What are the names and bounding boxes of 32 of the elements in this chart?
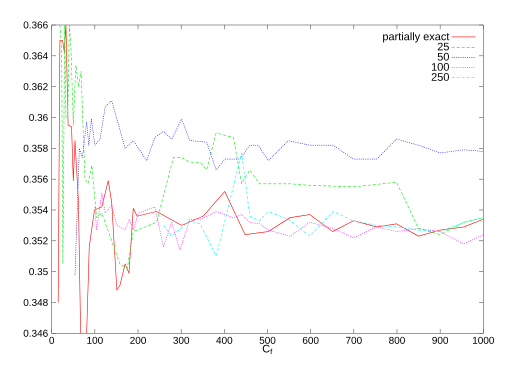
x-tick-label: 100 <box>87 336 103 344</box>
x-tick-label: 700 <box>346 336 362 344</box>
line-series <box>58 24 484 334</box>
x-tick-label: 500 <box>260 336 276 344</box>
y-tick-label: 0.356 <box>24 176 48 183</box>
x-tick-label: 800 <box>389 336 405 344</box>
line-series <box>163 152 484 257</box>
y-tick-label: 0.348 <box>24 298 48 306</box>
x-tick-label: 300 <box>173 336 190 344</box>
legend-label: 250 <box>432 73 449 81</box>
x-tick-label: 1000 <box>472 336 494 344</box>
x-tick-label: 400 <box>216 336 232 344</box>
y-tick-label: 0.358 <box>24 144 48 152</box>
x-axis-title: C$_{f}$ <box>262 344 272 354</box>
y-tick-label: 0.346 <box>24 330 48 337</box>
y-tick-label: 0.35 <box>29 268 48 276</box>
legend-label: 25 <box>438 42 449 50</box>
y-tick-label: 0.36 <box>29 114 48 122</box>
x-tick-label: 900 <box>432 336 448 344</box>
y-tick-label: 0.352 <box>24 237 48 244</box>
line-series <box>60 24 484 269</box>
y-tick-label: 0.364 <box>24 52 48 60</box>
x-tick-label: 0 <box>49 336 54 344</box>
legend-label: partially exact <box>383 32 450 42</box>
line-series <box>74 100 484 276</box>
y-tick-label: 0.366 <box>24 21 48 29</box>
x-tick-label: 200 <box>130 336 146 344</box>
legend-label: 100 <box>432 62 449 71</box>
y-tick-label: 0.354 <box>24 206 48 214</box>
y-tick-label: 0.362 <box>24 83 48 90</box>
x-tick-label: 600 <box>302 336 319 344</box>
legend-label: 50 <box>438 52 449 61</box>
